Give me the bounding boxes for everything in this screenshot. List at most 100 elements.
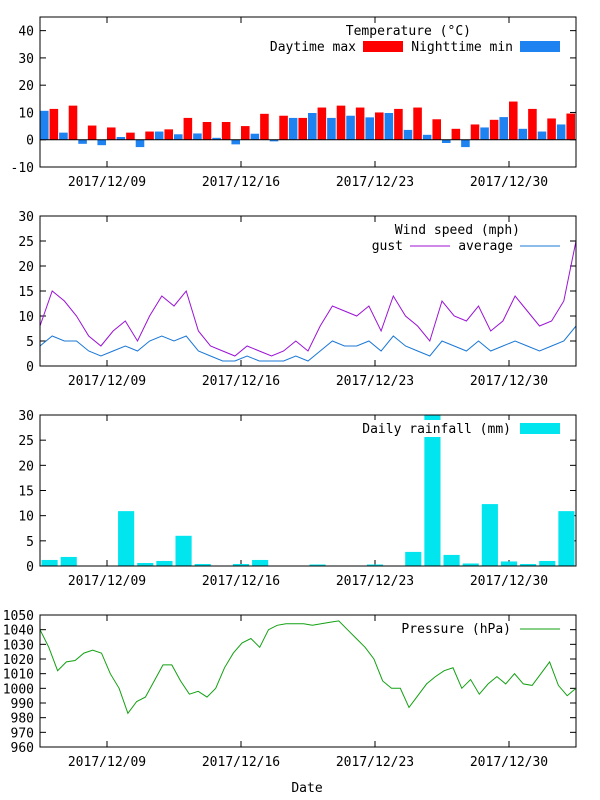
rain-bar [481,504,498,566]
max-bar [221,122,231,140]
max-bar [566,113,575,140]
x-tick-label: 2017/12/09 [68,175,146,190]
max-bar [336,105,346,140]
min-bar [78,139,87,144]
max-bar [279,115,288,140]
legend-swatch [363,41,403,52]
rain-bar [156,560,173,566]
rain-bar [41,559,58,566]
y-tick-label: 990 [11,697,34,712]
min-bar [365,117,374,140]
gust-line [39,240,577,357]
y-tick-label: 30 [18,210,34,225]
max-bar [509,101,518,140]
panel-title: Temperature (°C) [346,24,471,39]
max-bar [317,107,327,140]
max-bar [183,117,193,140]
legend-label: gust [372,239,403,254]
x-tick-label: 2017/12/09 [68,374,146,389]
max-bar [375,112,384,140]
max-bar [87,125,97,140]
min-bar [422,134,432,140]
plot-frame [39,414,577,567]
max-bar [164,129,173,140]
max-bar [68,105,78,140]
max-bar [298,117,307,140]
y-tick-label: 15 [18,485,34,500]
min-bar [327,117,336,140]
x-tick-label: 2017/12/23 [336,755,414,770]
y-tick-label: 10 [18,510,34,525]
min-bar [40,110,49,140]
average-line [39,325,577,362]
max-bar [547,118,556,140]
rain-bar [118,511,135,566]
max-bar [394,108,403,140]
max-bar [355,107,365,140]
min-bar [269,139,279,142]
y-tick-label: 10 [18,106,34,121]
rain-bar [252,559,269,566]
x-tick-label: 2017/12/16 [202,175,280,190]
y-tick-label: 1050 [3,609,34,624]
max-bar [145,131,154,140]
min-bar [212,137,221,140]
min-bar [403,129,413,140]
max-bar [528,108,537,140]
y-tick-label: 20 [18,79,34,94]
y-tick-label: 5 [26,535,34,550]
max-bar [432,119,441,140]
y-tick-label: 980 [11,712,34,727]
max-bar [470,124,480,140]
min-bar [288,117,298,140]
x-tick-label: 2017/12/16 [202,755,280,770]
rain-bar [558,511,575,566]
rain-bar [500,561,518,566]
plot-frame [39,215,577,367]
x-tick-label: 2017/12/23 [336,175,414,190]
legend-label: Pressure (hPa) [401,622,511,637]
plot-frame [39,16,577,168]
rainfall-panel: 0 5 10 15 20 25 30 2017/12/09 2017/12/16 2017/12/… [18,409,577,589]
rain-bar [424,415,441,566]
min-bar [154,131,164,140]
rain-bar [175,535,192,566]
min-bar [59,132,68,140]
rain-bar [194,563,211,566]
min-bar [442,139,451,143]
x-tick-label: 2017/12/30 [470,374,548,389]
rain-bar [309,564,326,566]
legend-swatch [520,423,560,434]
y-tick-label: 1010 [3,668,34,683]
x-tick-label: 2017/12/30 [470,175,548,190]
y-tick-label: 0 [26,134,34,149]
min-bar [461,139,470,148]
rain-bar [405,551,422,566]
x-axis-label: Date [291,781,322,796]
y-tick-label: 5 [26,335,34,350]
rain-bar [539,560,556,566]
min-bar [480,127,489,140]
plot-frame [39,614,577,748]
min-bar [135,139,145,148]
min-bar [231,139,240,145]
rain-bar [366,564,384,566]
min-bar [518,128,528,140]
pressure-line [39,620,577,715]
y-tick-label: 30 [18,409,34,424]
y-tick-label: 1030 [3,638,34,653]
panel-title: Wind speed (mph) [395,223,520,238]
min-bar [174,134,183,140]
legend-label: Daily rainfall (mm) [362,422,511,437]
x-tick-label: 2017/12/09 [68,574,146,589]
y-tick-label: 20 [18,260,34,275]
wind-panel: 0 5 10 15 20 25 30 2017/12/09 2017/12/16 2017/12/… [18,210,577,389]
y-tick-label: 10 [18,310,34,325]
x-tick-label: 2017/12/30 [470,755,548,770]
min-bar [346,115,355,140]
y-tick-label: 25 [18,235,34,250]
rain-bar [232,563,250,566]
x-tick-label: 2017/12/30 [470,574,548,589]
